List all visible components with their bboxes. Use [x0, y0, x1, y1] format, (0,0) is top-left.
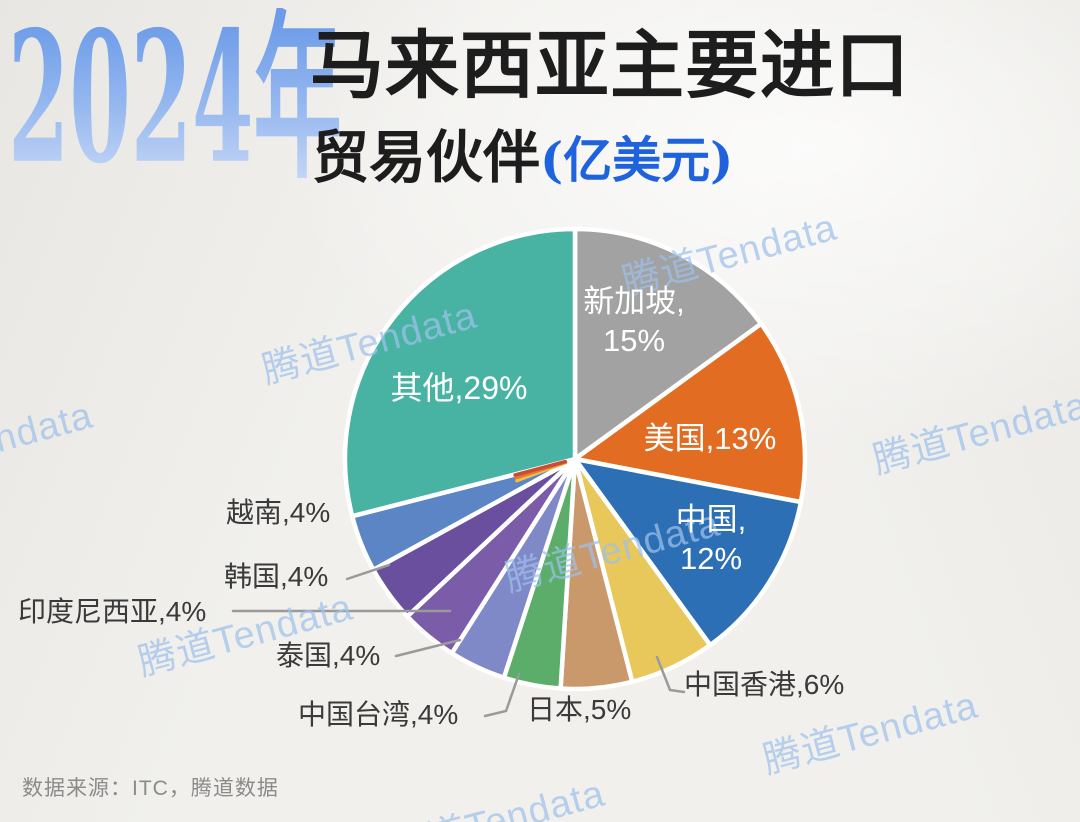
page-title-line2-black: 贸易伙伴 [312, 124, 540, 191]
pie-slice-china [572, 456, 804, 648]
leader-lines [231, 563, 686, 718]
pie-slice-others [342, 226, 578, 519]
leader-line-hong-kong [655, 655, 686, 694]
page-title-line2: 贸易伙伴(亿美元) [312, 124, 733, 192]
pie-slice-usa [572, 321, 808, 505]
pie-slices [342, 226, 808, 692]
leader-line-taiwan [483, 672, 521, 718]
pie-slice-singapore [572, 226, 764, 462]
center-slivers [513, 459, 568, 483]
leader-line-thailand [394, 638, 462, 658]
center-sliver [513, 459, 568, 477]
year-heading: 2024年 [8, 0, 342, 204]
leader-line-south-korea [345, 563, 391, 581]
data-source-note: 数据来源：ITC，腾道数据 [22, 777, 279, 800]
page-title-line1: 马来西亚主要进口 [310, 23, 910, 109]
page-title-unit: (亿美元) [540, 131, 734, 189]
